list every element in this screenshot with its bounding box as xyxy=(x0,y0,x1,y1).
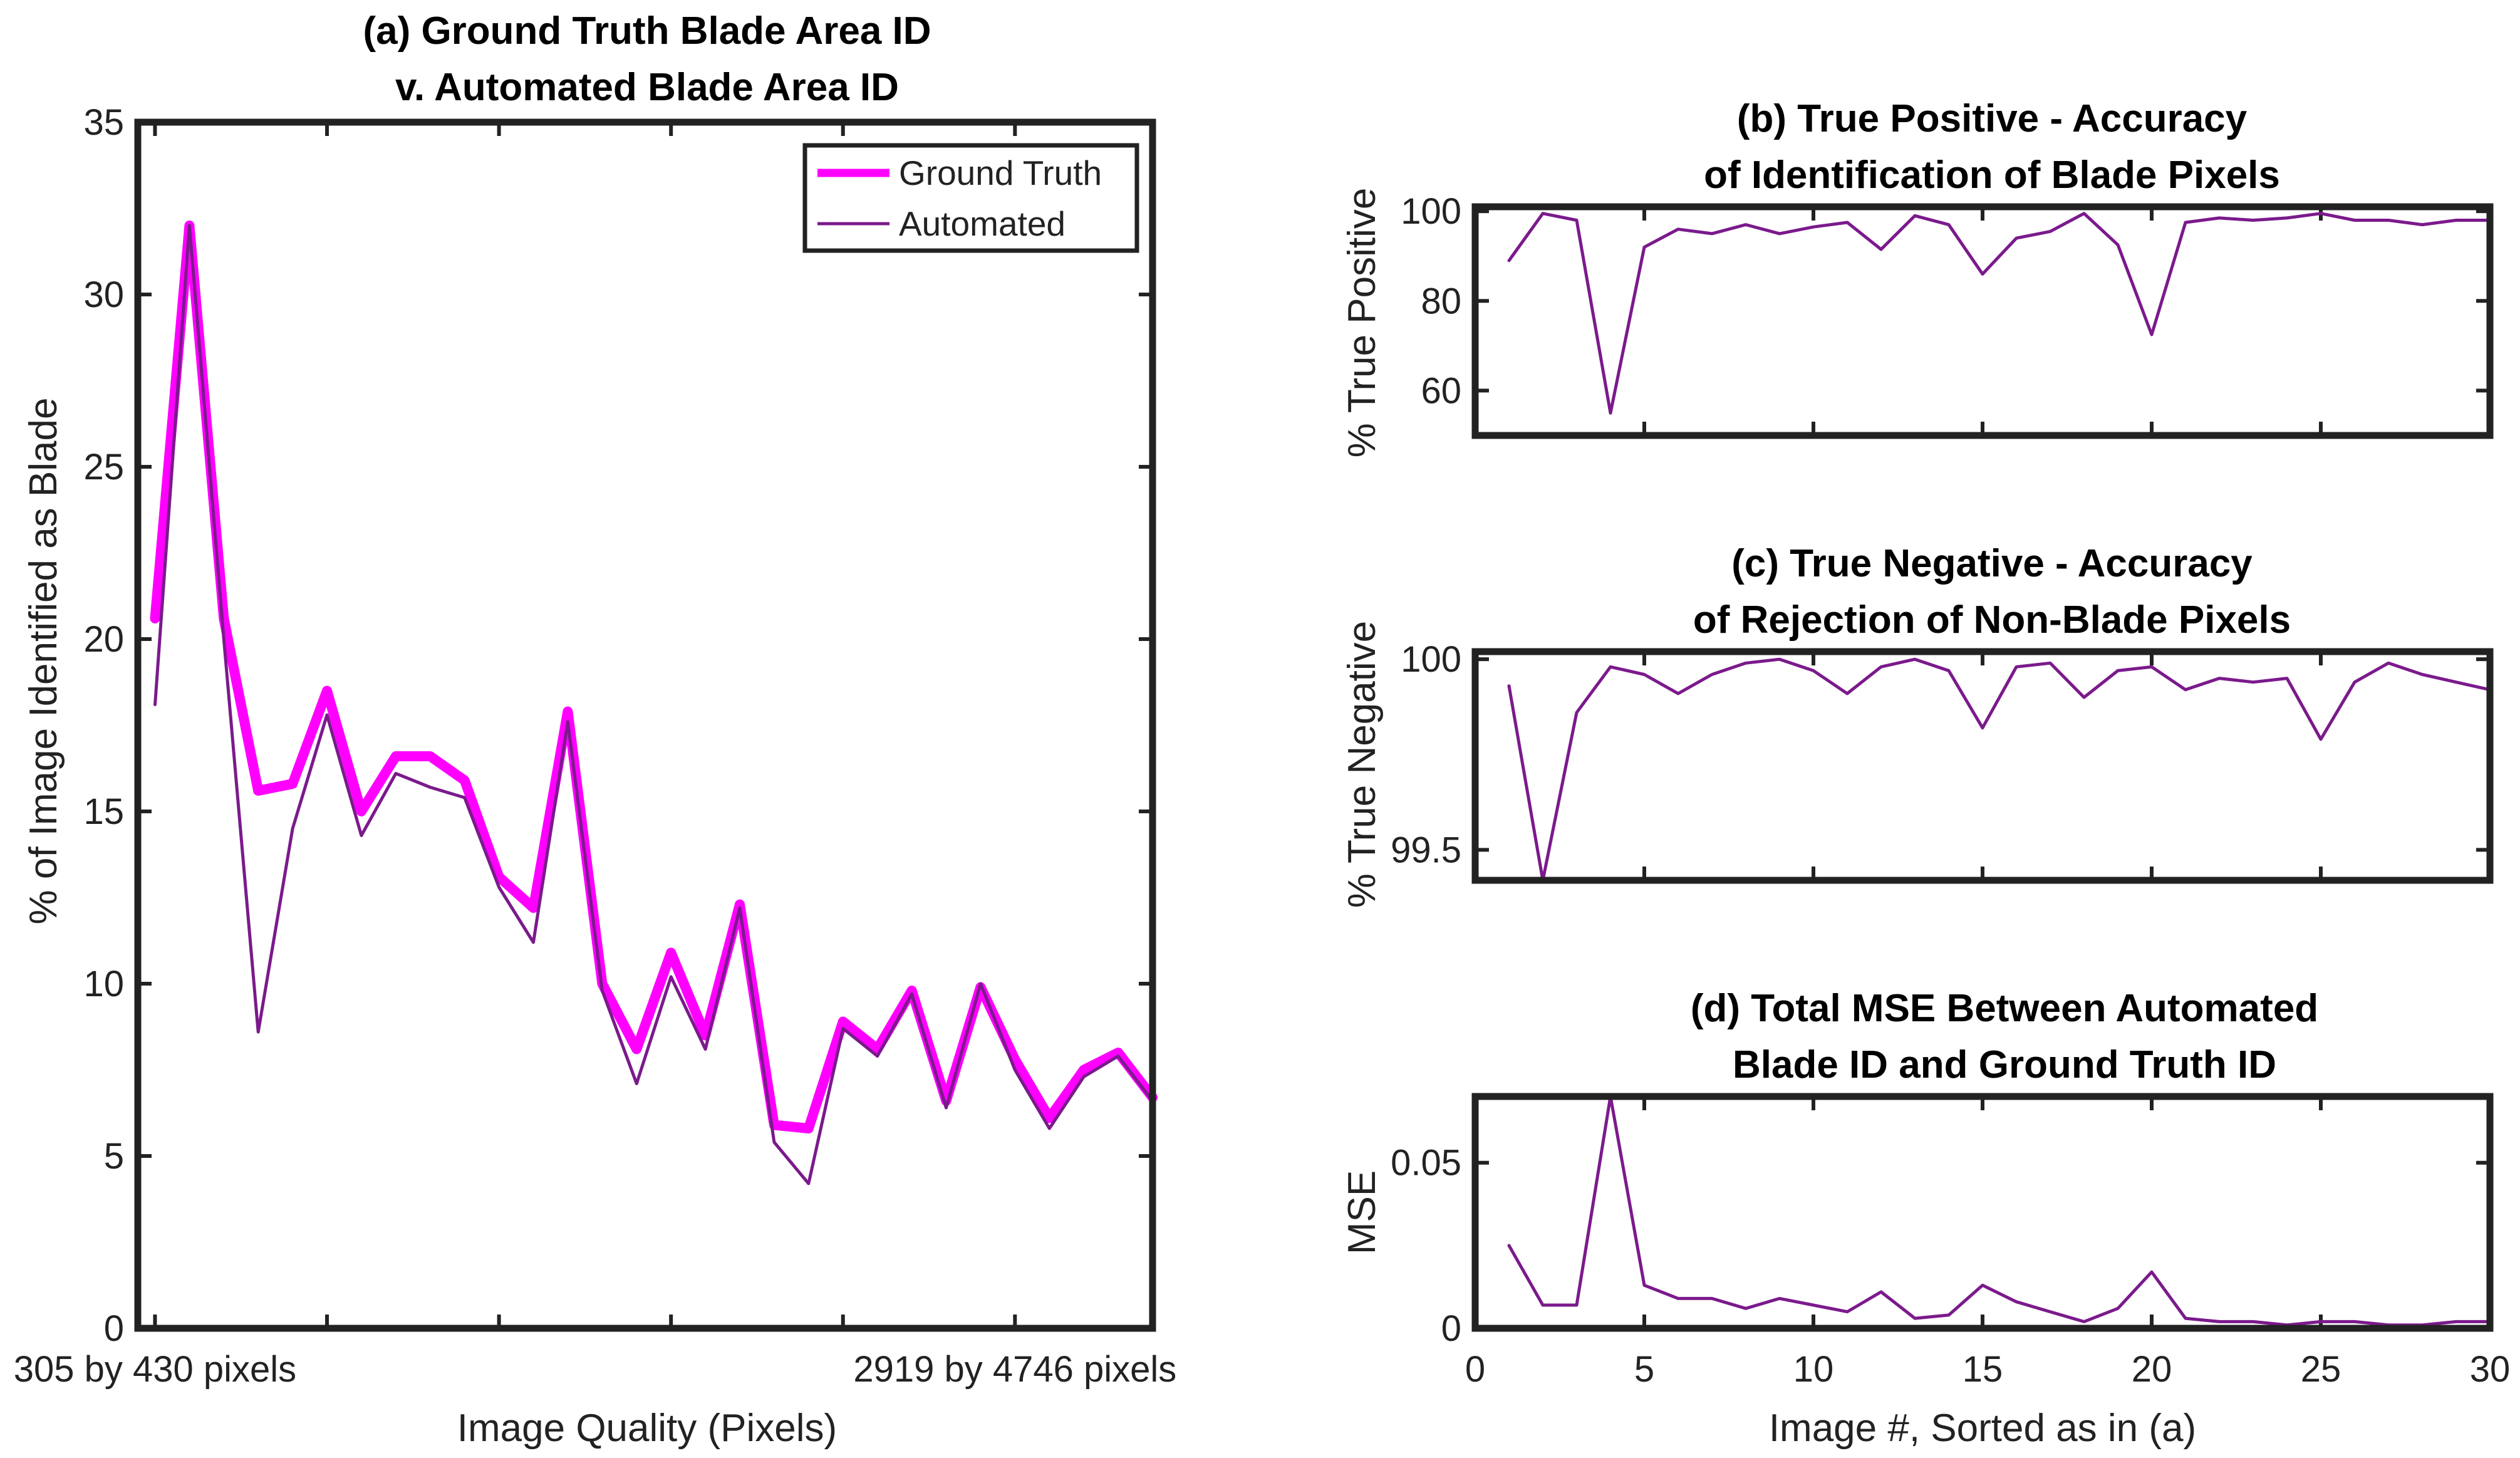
panel-d-x-axis-label: Image #, Sorted as in (a) xyxy=(1769,1407,2196,1450)
panel-b-lines xyxy=(1507,212,2492,415)
x-tick-label: 5 xyxy=(1634,1349,1654,1390)
y-tick-label: 35 xyxy=(83,102,124,143)
x-tick-label: 10 xyxy=(1793,1349,1834,1390)
panel-b: (b) True Positive - Accuracy of Identifi… xyxy=(1340,97,2494,458)
panel-a-x-axis-label: Image Quality (Pixels) xyxy=(457,1407,837,1450)
panel-d-title-line-2: Blade ID and Ground Truth ID xyxy=(1733,1043,2276,1086)
x-tick-label: 30 xyxy=(2470,1349,2511,1390)
x-tick-label: 25 xyxy=(2301,1349,2341,1390)
y-tick-label: 5 xyxy=(104,1136,124,1177)
panel-c-axes-box xyxy=(1471,648,2494,884)
panel-b-axes-box xyxy=(1471,203,2494,439)
y-tick-label: 80 xyxy=(1421,281,1461,321)
y-tick-label: 100 xyxy=(1401,639,1461,680)
series-line-true-positive xyxy=(1507,212,2492,415)
y-tick-label: 0 xyxy=(1441,1308,1461,1349)
panel-d-lines xyxy=(1507,1095,2492,1327)
y-tick-label: 30 xyxy=(83,274,124,315)
legend-box xyxy=(802,143,1139,253)
panel-c-title-line-2: of Rejection of Non-Blade Pixels xyxy=(1693,598,2291,642)
panel-c-ticks: 99.5 100 xyxy=(1391,639,2492,880)
y-tick-label: 0.05 xyxy=(1391,1143,1461,1184)
x-tick-label: 0 xyxy=(1465,1349,1485,1390)
series-line-automated xyxy=(153,224,1154,1185)
y-tick-label: 99.5 xyxy=(1391,830,1461,870)
legend-ground-truth-label: Ground Truth xyxy=(899,154,1102,192)
y-tick-label: 20 xyxy=(83,619,124,660)
panel-a-title-line-1: (a) Ground Truth Blade Area ID xyxy=(363,9,931,53)
y-tick-label: 100 xyxy=(1401,191,1461,232)
y-tick-label: 10 xyxy=(83,964,124,1004)
panel-b-ticks: 60 80 100 xyxy=(1401,191,2492,435)
panel-d: (d) Total MSE Between Automated Blade ID… xyxy=(1340,987,2510,1450)
panel-a-lines xyxy=(150,221,1158,1185)
legend-automated-label: Automated xyxy=(899,204,1066,243)
series-line-ground-truth xyxy=(150,221,1158,1133)
x-tick-label: 2919 by 4746 pixels xyxy=(853,1349,1176,1390)
panel-b-title-line-2: of Identification of Blade Pixels xyxy=(1704,154,2280,197)
panel-d-y-axis-label: MSE xyxy=(1340,1170,1384,1254)
panel-a-ticks: 0 5 10 15 20 25 30 35 305 by 430 pixels 2919 by 4… xyxy=(14,102,1177,1390)
panel-c-title-line-1: (c) True Negative - Accuracy xyxy=(1731,542,2253,585)
panel-a: (a) Ground Truth Blade Area ID v. Automa… xyxy=(14,9,1177,1450)
panel-c: (c) True Negative - Accuracy of Rejectio… xyxy=(1340,542,2494,908)
y-tick-label: 15 xyxy=(83,791,124,832)
panel-d-title-line-1: (d) Total MSE Between Automated xyxy=(1691,987,2318,1030)
y-tick-label: 0 xyxy=(104,1308,124,1349)
panel-a-axes-box xyxy=(134,118,1156,1332)
panel-a-legend: Ground Truth Automated xyxy=(802,143,1139,253)
panel-c-lines xyxy=(1507,657,2492,882)
x-tick-label: 20 xyxy=(2132,1349,2172,1390)
panel-d-ticks: 0 0.05 0 5 10 15 20 25 30 xyxy=(1391,1096,2510,1390)
panel-a-y-axis-label: % of Image Identified as Blade xyxy=(22,398,65,925)
x-tick-label: 305 by 430 pixels xyxy=(14,1349,296,1390)
x-tick-label: 15 xyxy=(1963,1349,2003,1390)
y-tick-label: 25 xyxy=(83,447,124,487)
series-line-true-negative xyxy=(1507,657,2492,882)
y-tick-label: 60 xyxy=(1421,370,1461,411)
panel-a-title-line-2: v. Automated Blade Area ID xyxy=(395,66,899,109)
series-line-mse xyxy=(1507,1095,2492,1327)
panel-c-y-axis-label: % True Negative xyxy=(1340,621,1384,908)
panel-b-title-line-1: (b) True Positive - Accuracy xyxy=(1737,97,2248,140)
panel-d-axes-box xyxy=(1471,1093,2494,1332)
panel-b-y-axis-label: % True Positive xyxy=(1340,188,1384,458)
